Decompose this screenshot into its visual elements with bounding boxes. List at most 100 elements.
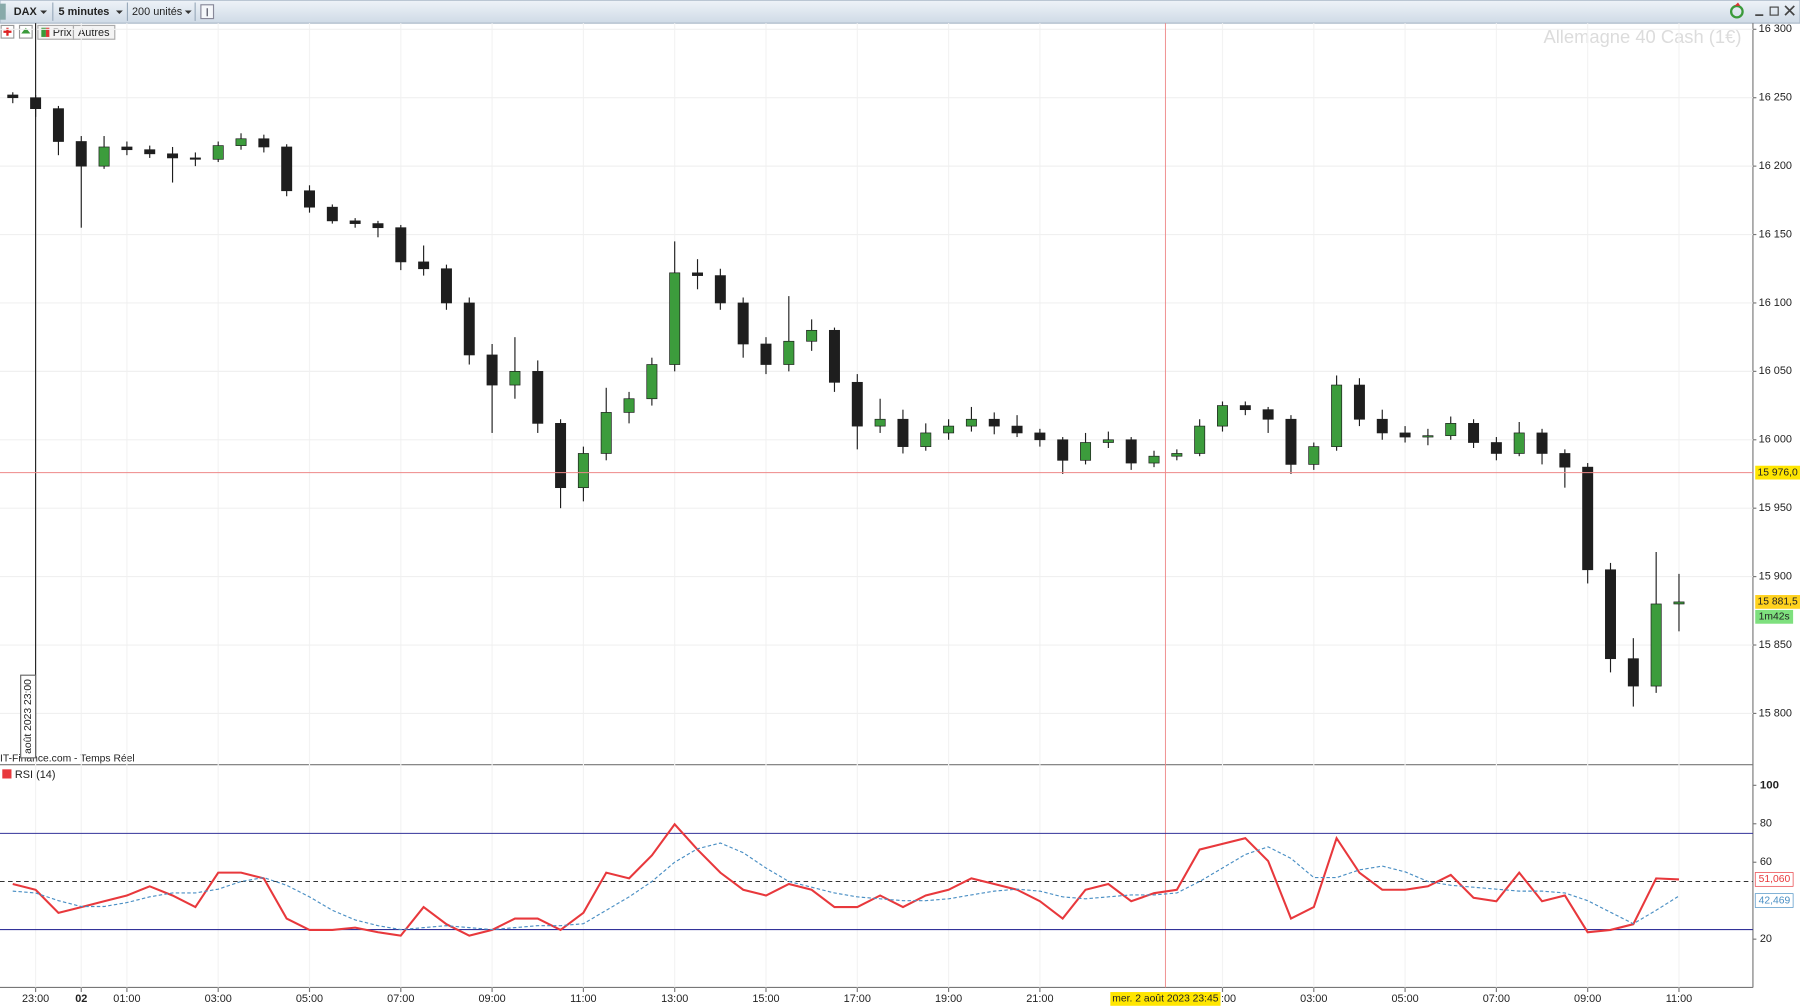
y-tick-label: 60	[1760, 856, 1772, 868]
candle-body	[1399, 432, 1411, 438]
candle-body	[1080, 442, 1092, 461]
candle-body	[1627, 658, 1639, 687]
instrument-title: Allemagne 40 Cash (1€)	[1543, 26, 1741, 47]
candle-body	[1582, 466, 1594, 571]
session-label: août 2023 23:00	[23, 679, 34, 754]
candle-body	[1125, 439, 1137, 464]
time-tick-label: 09:00	[1574, 993, 1601, 1005]
y-tick-label: 20	[1760, 933, 1772, 945]
last-price-label: 15 881,5	[1758, 597, 1798, 608]
time-tick-label: 11:00	[570, 993, 596, 1005]
y-tick-label: 80	[1760, 818, 1772, 830]
refresh-icon	[1734, 2, 1741, 6]
close-button[interactable]	[1784, 5, 1795, 16]
candle-body	[98, 146, 110, 167]
candle-body	[1490, 442, 1502, 454]
time-tick-label: 17:00	[844, 993, 871, 1005]
candle-body	[1011, 425, 1023, 434]
units: 200 unités	[132, 6, 183, 18]
candle-body	[463, 302, 475, 356]
candle-body	[874, 418, 886, 427]
candle-body	[1445, 423, 1457, 437]
y-tick-label: 100	[1760, 779, 1779, 791]
time-tick-label: 02	[75, 993, 87, 1005]
candle-body	[1148, 455, 1160, 464]
candle-body	[988, 418, 1000, 427]
y-tick-label: 16 150	[1759, 228, 1792, 240]
candle-body	[555, 423, 567, 489]
candle-body	[1376, 418, 1388, 434]
up-icon	[21, 27, 31, 34]
candle-body	[509, 371, 521, 386]
candle-body	[1194, 425, 1206, 454]
tab-autres[interactable]: Autres	[72, 24, 116, 40]
tab-label: Prix	[53, 27, 72, 39]
candle-body	[897, 418, 909, 447]
candle-body	[1239, 405, 1251, 411]
candle-body	[1559, 453, 1571, 468]
candle-body	[1650, 603, 1662, 687]
candle-body	[7, 94, 19, 99]
candle-body	[623, 398, 635, 413]
tab-prix[interactable]: Prix	[37, 24, 75, 40]
rsi-line	[12, 822, 1680, 937]
timer-tag	[1755, 609, 1794, 624]
candle-body	[943, 425, 955, 434]
candle-body	[1171, 453, 1183, 457]
candle-body	[1605, 569, 1616, 660]
time-tick-label: 15:00	[752, 993, 779, 1005]
y-tick-label: 16 200	[1759, 160, 1792, 172]
indicator-swatch	[2, 769, 12, 779]
crosshair-y-tag	[1755, 465, 1800, 480]
tab-swatch	[45, 27, 50, 37]
candle-body	[1102, 439, 1114, 443]
y-tick-label: 15 950	[1759, 502, 1792, 514]
units-select[interactable]: 200 unités	[132, 6, 192, 18]
candle-body	[806, 329, 818, 342]
candle-body	[1308, 446, 1320, 465]
candle-body	[326, 206, 338, 222]
candle-body	[121, 146, 133, 151]
candle-body	[600, 412, 612, 454]
tab-swatch	[41, 27, 46, 37]
candle-body	[75, 141, 87, 167]
y-tick-label: 15 900	[1759, 570, 1792, 582]
candle-body	[258, 138, 270, 148]
candle-body	[851, 381, 863, 427]
timer-label: 1m42s	[1759, 612, 1790, 623]
dropdown-arrow	[40, 10, 48, 14]
candle-body	[144, 149, 156, 155]
candle-body	[1513, 432, 1525, 454]
time-tick-label: 05:00	[296, 993, 323, 1005]
candle-body	[646, 364, 658, 400]
y-tick-label: 16 000	[1759, 434, 1792, 446]
candle-body	[30, 97, 42, 110]
time-tick-label: 05:00	[1391, 993, 1418, 1005]
candle-body	[1262, 409, 1274, 420]
symbol-select[interactable]: DAX	[14, 6, 48, 18]
time-tick-label: 03:00	[205, 993, 232, 1005]
time-tick-label: 13:00	[661, 993, 688, 1005]
candle-body	[167, 153, 179, 159]
symbol: DAX	[14, 6, 38, 18]
crosshair-x-label: mer. 2 août 2023 23:45	[1112, 994, 1218, 1005]
candle-body	[304, 190, 315, 208]
time-tick-label: 07:00	[387, 993, 414, 1005]
candle-body	[1057, 439, 1069, 461]
data-source: IT-Finance.com - Temps Réel	[0, 754, 135, 765]
y-tick-label: 16 300	[1759, 23, 1792, 35]
time-tick-label: 21:00	[1026, 993, 1053, 1005]
restore-button[interactable]	[1769, 6, 1779, 16]
time-tick-label: 07:00	[1483, 993, 1510, 1005]
time-tick-label: 01:00	[113, 993, 140, 1005]
candle-body	[372, 223, 384, 229]
tab-label: Autres	[78, 27, 110, 39]
candle-body	[418, 261, 430, 270]
interval-select[interactable]: 5 minutes	[59, 6, 123, 18]
candle-body	[235, 138, 247, 146]
y-tick-label: 15 850	[1759, 639, 1792, 651]
time-tick-label: 23:00	[22, 993, 49, 1005]
y-tick-label: 16 250	[1759, 92, 1792, 104]
candle-body	[1422, 435, 1434, 438]
